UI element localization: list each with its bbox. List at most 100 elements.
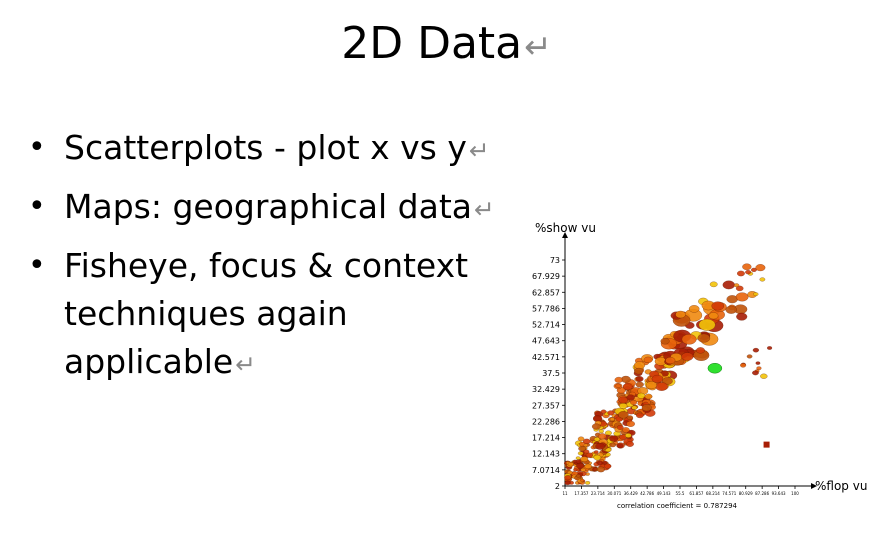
scatter-point <box>660 337 670 345</box>
scatter-point <box>609 442 617 448</box>
x-tick-label: 80.929 <box>739 491 753 496</box>
scatter-point <box>567 461 574 467</box>
scatter-point <box>614 376 623 383</box>
y-tick-label: 57.786 <box>532 304 560 313</box>
scatter-point <box>584 463 592 469</box>
scatter-point <box>665 356 676 364</box>
scatter-point <box>733 283 740 288</box>
scatter-point <box>609 417 615 422</box>
bullet-item-maps: • Maps: geographical data↵ <box>28 183 508 234</box>
scatter-point <box>636 412 644 419</box>
scatter-point <box>583 443 589 447</box>
scatter-point <box>655 382 668 391</box>
x-axis-arrow <box>811 483 817 489</box>
scatter-point <box>626 415 634 420</box>
x-tick-label: 100 <box>791 491 799 496</box>
y-tick-label: 2 <box>555 482 560 491</box>
scatter-point <box>709 281 718 288</box>
scatter-point <box>593 454 602 461</box>
bullet-icon: • <box>28 130 46 165</box>
bullet-text-line-1: Fisheye, focus & context <box>64 246 469 285</box>
x-tick-label: 11 <box>562 491 568 496</box>
scatter-point <box>592 467 598 472</box>
scatter-point <box>736 312 748 321</box>
scatter-point <box>607 410 615 416</box>
scatter-point <box>752 370 759 376</box>
scatter-point <box>615 383 622 388</box>
scatter-point <box>577 436 585 442</box>
scatter-point <box>767 346 773 350</box>
scatter-point <box>577 451 584 456</box>
scatter-point <box>575 459 582 464</box>
y-tick-label: 22.286 <box>532 417 560 426</box>
x-tick-label: 87.286 <box>755 491 769 496</box>
scatter-point <box>625 433 632 438</box>
return-mark: ↵ <box>524 27 552 66</box>
scatter-point <box>737 270 745 277</box>
y-tick-label: 67.929 <box>532 272 560 281</box>
x-tick-label: 74.571 <box>722 491 736 496</box>
y-tick-label: 47.643 <box>532 337 560 346</box>
highlighted-point <box>707 362 723 374</box>
scatter-point <box>696 347 705 354</box>
x-tick-label: 61.857 <box>689 491 703 496</box>
scatter-point <box>745 270 752 275</box>
scatter-point <box>578 445 586 452</box>
scatter-point <box>742 263 752 271</box>
scatter-point <box>759 277 766 282</box>
scatter-point <box>641 404 652 412</box>
scatter-point <box>735 285 744 292</box>
x-tick-label: 93.643 <box>772 491 786 496</box>
scatter-point <box>708 312 719 320</box>
y-tick-label: 42.571 <box>532 353 560 362</box>
scatter-point <box>644 393 653 400</box>
scatter-point <box>580 456 589 462</box>
y-tick-label: 32.429 <box>532 385 560 394</box>
scatter-point <box>597 433 607 440</box>
bullet-text: Scatterplots - plot x vs y <box>64 128 467 167</box>
scatter-point <box>735 292 749 302</box>
scatter-point <box>583 449 590 454</box>
scatter-point <box>626 420 635 427</box>
scatter-point <box>753 292 759 297</box>
y-axis-arrow <box>562 232 568 238</box>
scatter-point <box>630 400 638 405</box>
scatter-point <box>605 430 612 436</box>
bullet-text: Maps: geographical data <box>64 187 473 226</box>
scatter-point <box>746 354 753 359</box>
scatter-point <box>637 392 646 399</box>
y-tick-label: 7.0714 <box>532 466 560 475</box>
scatter-point <box>635 381 644 388</box>
slide-title: 2D Data↵ <box>341 18 552 69</box>
scatter-point <box>752 347 760 353</box>
scatter-point <box>609 435 619 442</box>
scatter-point <box>643 356 653 364</box>
x-tick-label: 36.429 <box>624 491 638 496</box>
x-axis-label: %flop vu <box>815 479 867 493</box>
scatter-point <box>604 463 612 469</box>
y-tick-label: 62.857 <box>532 288 560 297</box>
scatter-point <box>591 423 601 430</box>
x-tick-label: 68.214 <box>706 491 720 496</box>
scatter-point <box>576 462 585 469</box>
scatter-point <box>575 456 581 460</box>
scatter-point <box>634 367 644 375</box>
scatter-point <box>619 402 628 409</box>
scatter-point <box>626 394 635 401</box>
scatter-point <box>697 333 711 343</box>
scatter-point <box>651 374 664 383</box>
scatter-point <box>594 450 599 454</box>
return-mark: ↵ <box>474 195 495 224</box>
scatter-point <box>722 280 735 290</box>
scatter-point <box>580 478 585 482</box>
scatter-point <box>645 381 658 390</box>
scatter-point <box>711 301 725 311</box>
y-tick-label: 73 <box>550 256 560 265</box>
y-tick-label: 52.714 <box>532 321 560 330</box>
bullet-icon: • <box>28 189 46 224</box>
scatter-point <box>618 411 629 419</box>
scatter-point <box>585 452 593 458</box>
scatter-points <box>564 263 773 486</box>
scatter-point <box>596 460 604 466</box>
scatter-point <box>616 425 624 430</box>
